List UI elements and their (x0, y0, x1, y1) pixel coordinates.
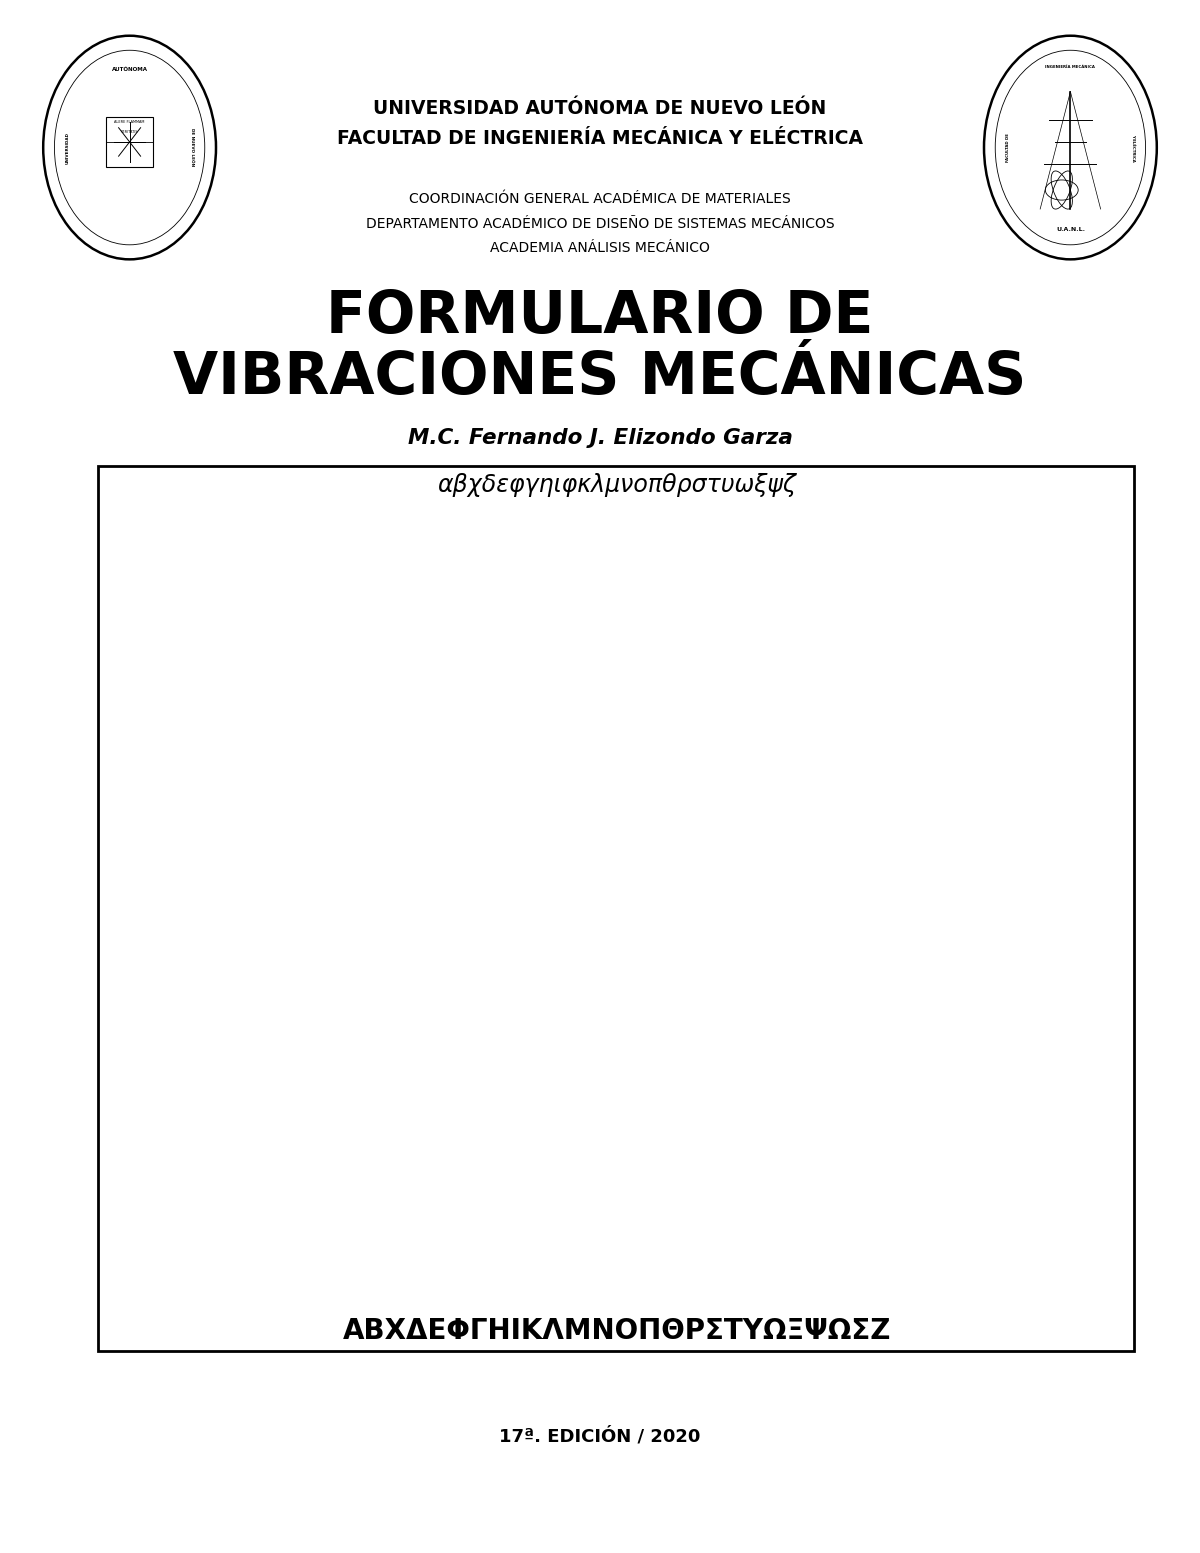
Text: UNIVERSIDAD AUTÓNOMA DE NUEVO LEÓN: UNIVERSIDAD AUTÓNOMA DE NUEVO LEÓN (373, 99, 827, 118)
Circle shape (56, 53, 203, 242)
FancyBboxPatch shape (106, 116, 154, 168)
Text: Meq: Meq (142, 499, 168, 508)
Text: $\zeta = 1.0$: $\zeta = 1.0$ (745, 676, 781, 690)
Text: DEPARTAMENTO ACADÉMICO DE DISEÑO DE SISTEMAS MECÁNICOS: DEPARTAMENTO ACADÉMICO DE DISEÑO DE SIST… (366, 216, 834, 231)
Text: $\zeta = \dfrac{c}{c_c} = 1,0$: $\zeta = \dfrac{c}{c_c} = 1,0$ (608, 1185, 683, 1210)
Text: COORDINACIÓN GENERAL ACADÉMICA DE MATERIALES: COORDINACIÓN GENERAL ACADÉMICA DE MATERI… (409, 191, 791, 207)
Text: DE NUEVO LEÓN: DE NUEVO LEÓN (190, 129, 194, 166)
Text: 0.05: 0.05 (650, 534, 674, 545)
Text: 0,50: 0,50 (341, 1037, 372, 1050)
Text: U.A.N.L.: U.A.N.L. (1056, 227, 1085, 231)
Circle shape (997, 53, 1144, 242)
Text: FACULTAD DE: FACULTAD DE (1006, 134, 1010, 162)
Text: UNIVERSIDAD: UNIVERSIDAD (65, 132, 70, 163)
Text: 17ª. EDICIÓN / 2020: 17ª. EDICIÓN / 2020 (499, 1427, 701, 1446)
Text: αβχδεφγηιφκλμνοπθρστυωξψζ: αβχδεφγηιφκλμνοπθρστυωξψζ (437, 472, 797, 497)
Text: VIBRACIONES MECÁNICAS: VIBRACIONES MECÁNICAS (173, 349, 1027, 405)
Text: AUTÓNOMA: AUTÓNOMA (112, 67, 148, 71)
Text: M.C. Fernando J. Elizondo Garza: M.C. Fernando J. Elizondo Garza (408, 429, 792, 447)
Text: VERITATIS: VERITATIS (121, 130, 138, 134)
Text: 0,375: 0,375 (341, 999, 380, 1011)
Text: ACADEMIA ANÁLISIS MECÁNICO: ACADEMIA ANÁLISIS MECÁNICO (490, 241, 710, 256)
Text: ΑΒΧΔΕΦΓΗΙΚΛΜΝΟΠΘΡΣΤΥΩΞΨΩΣΖ: ΑΒΧΔΕΦΓΗΙΚΛΜΝΟΠΘΡΣΤΥΩΞΨΩΣΖ (343, 1317, 890, 1345)
Text: 0.50: 0.50 (650, 572, 674, 582)
Text: 0,10: 0,10 (419, 843, 450, 856)
Text: 0,05: 0,05 (388, 714, 419, 727)
Text: FORMULARIO DE: FORMULARIO DE (326, 289, 874, 345)
Bar (98, 466, 1134, 1351)
Text: 0,15: 0,15 (455, 909, 486, 921)
Text: Y ELÉCTRICA: Y ELÉCTRICA (1130, 134, 1135, 162)
Text: INGENIERÍA MECÁNICA: INGENIERÍA MECÁNICA (1045, 65, 1096, 68)
Text: 0,25: 0,25 (324, 865, 359, 879)
Text: FACULTAD DE INGENIERÍA MECÁNICA Y ELÉCTRICA: FACULTAD DE INGENIERÍA MECÁNICA Y ELÉCTR… (337, 129, 863, 148)
Text: ALERE FLAMMAM: ALERE FLAMMAM (114, 120, 145, 124)
Text: 0.25: 0.25 (650, 553, 674, 564)
